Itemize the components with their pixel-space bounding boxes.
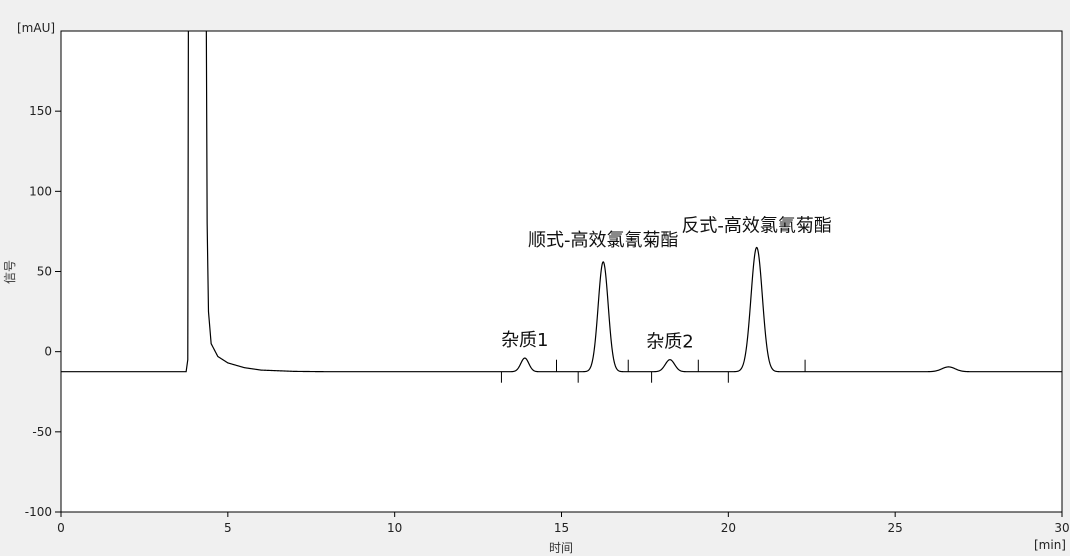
y-tick-label: -100 (25, 505, 52, 519)
chromatogram-trace (61, 31, 1062, 373)
x-tick-label: 10 (387, 521, 402, 535)
peak-label: 顺式-高效氯氰菊酯 (528, 230, 679, 251)
x-tick-label: 20 (721, 521, 736, 535)
x-tick-label: 25 (888, 521, 903, 535)
x-unit-label: [min] (1034, 538, 1066, 552)
y-tick-label: 150 (29, 104, 52, 118)
x-tick-label: 5 (224, 521, 232, 535)
y-tick-label: 50 (37, 265, 52, 279)
x-axis-label: 时间 (549, 541, 573, 555)
y-tick-label: 0 (44, 345, 52, 359)
y-tick-label: -50 (32, 425, 52, 439)
x-tick-label: 30 (1054, 521, 1069, 535)
plot-area (60, 30, 1063, 513)
y-tick-label: 100 (29, 184, 52, 198)
y-unit-label: [mAU] (17, 21, 55, 35)
peak-label: 杂质1 (501, 330, 548, 351)
peak-label: 反式-高效氯氰菊酯 (681, 215, 832, 236)
x-tick-label: 15 (554, 521, 569, 535)
peak-label: 杂质2 (646, 332, 693, 353)
y-axis-label: 信号 (3, 260, 17, 284)
x-tick-label: 0 (57, 521, 65, 535)
